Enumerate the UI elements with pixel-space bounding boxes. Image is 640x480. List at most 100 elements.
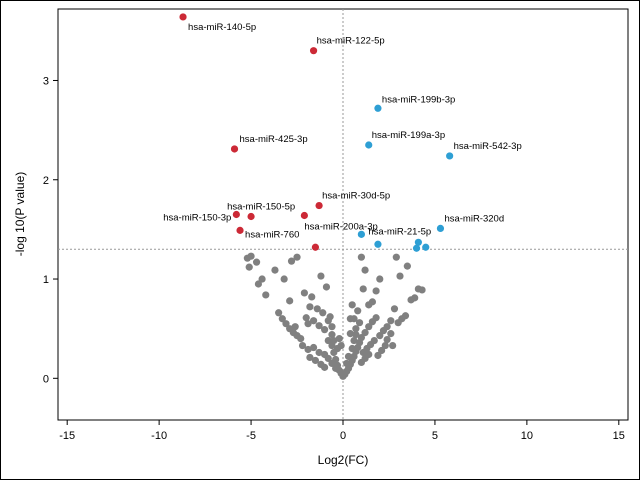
data-point-ns (322, 283, 331, 291)
x-tick-label: -5 (246, 430, 256, 442)
data-point-ns (357, 253, 365, 261)
data-point-ns (304, 345, 312, 354)
data-point-down (300, 211, 308, 220)
data-point-ns (365, 323, 373, 331)
data-point-ns (313, 305, 321, 313)
data-point-ns (394, 319, 402, 327)
data-point-ns (252, 258, 261, 266)
data-point-ns (286, 297, 294, 305)
data-point-ns (372, 314, 380, 322)
data-point-up (365, 141, 373, 149)
data-point-ns (370, 336, 378, 345)
point-label: hsa-miR-199b-3p (382, 94, 455, 105)
data-point-ns (332, 364, 340, 372)
x-axis: -15 -10 -5 0 5 10 15 (59, 420, 625, 442)
data-point-down (179, 13, 187, 21)
y-tick-label: 2 (43, 175, 49, 187)
data-point-ns (389, 341, 397, 350)
data-point-up (422, 243, 430, 251)
data-point-ns (343, 359, 351, 368)
data-point-ns (396, 272, 404, 280)
data-point-ns (361, 266, 369, 274)
point-label: hsa-miR-542-3p (454, 141, 522, 152)
data-point-ns (352, 331, 360, 339)
data-point-ns (297, 334, 305, 343)
x-axis-title: Log2(FC) (318, 453, 369, 467)
data-point-down (232, 210, 240, 219)
data-point-up (446, 152, 454, 160)
x-tick-label: -10 (151, 430, 167, 442)
data-point-ns (359, 285, 367, 293)
data-point-ns (372, 287, 380, 295)
data-point-ns (383, 335, 391, 344)
x-tick-label: 10 (521, 430, 533, 442)
data-point-ns (311, 356, 320, 365)
data-point-ns (374, 351, 382, 360)
x-tick-label: 5 (432, 430, 438, 442)
data-point-up (357, 230, 365, 238)
data-point-ns (300, 289, 308, 297)
data-point-ns (330, 336, 338, 345)
data-point-ns (306, 353, 314, 362)
data-point-ns (319, 309, 327, 317)
data-point-ns (304, 320, 312, 328)
data-point-ns (376, 332, 384, 340)
data-point-ns (383, 323, 391, 331)
point-label: hsa-miR-320d (444, 213, 504, 224)
data-point-up (374, 240, 382, 248)
data-point-ns (254, 280, 263, 288)
data-point-ns (403, 262, 411, 270)
data-point-ns (376, 275, 384, 283)
data-point-ns (258, 275, 266, 283)
data-point-ns (282, 320, 290, 328)
y-tick-label: 1 (43, 274, 49, 286)
data-point-ns (245, 263, 253, 271)
data-point-ns (328, 359, 336, 368)
data-point-ns (357, 334, 365, 342)
data-point-ns (361, 329, 369, 337)
data-point-ns (346, 315, 354, 323)
data-point-ns (387, 330, 395, 338)
data-point-ns (271, 266, 279, 274)
data-point-ns (355, 319, 364, 327)
point-label: hsa-miR-150-3p (163, 213, 231, 224)
data-point-ns (298, 341, 307, 350)
data-point-ns (418, 286, 426, 294)
point-label: hsa-miR-140-5p (188, 22, 256, 33)
data-point-down (247, 212, 255, 221)
data-point-ns (348, 301, 356, 309)
data-point-ns (321, 326, 329, 334)
x-tick-label: 0 (340, 430, 346, 442)
data-point-ns (317, 272, 325, 280)
data-point-ns (291, 323, 299, 331)
y-axis-title: -log 10(P value) (13, 172, 27, 257)
data-point-ns (348, 344, 356, 353)
point-label: hsa-miR-200a-3p (304, 221, 377, 232)
data-point-ns (324, 317, 332, 325)
data-point-ns (344, 352, 353, 361)
point-label: hsa-miR-425-3p (240, 134, 308, 145)
data-point-ns (365, 350, 373, 359)
point-label: hsa-miR-30d-5p (322, 191, 390, 202)
point-label: hsa-miR-199a-3p (372, 130, 445, 141)
data-point-ns (411, 294, 419, 302)
data-point-ns (308, 293, 316, 301)
data-point-down (230, 145, 239, 153)
data-point-ns (392, 253, 400, 261)
data-point-up (374, 104, 382, 112)
data-point-ns (293, 253, 301, 261)
data-point-ns (381, 341, 389, 350)
data-point-ns (278, 315, 286, 323)
data-point-ns (390, 305, 399, 313)
data-point-ns (335, 334, 343, 343)
data-point-ns (309, 343, 318, 352)
data-point-ns (262, 291, 270, 299)
data-point-ns (352, 325, 360, 333)
data-point-ns (306, 303, 314, 311)
data-point-ns (321, 363, 329, 371)
data-point-ns (324, 354, 332, 363)
data-point-ns (324, 336, 332, 345)
point-label: hsa-miR-122-5p (317, 36, 385, 47)
x-tick-label: 15 (613, 430, 625, 442)
